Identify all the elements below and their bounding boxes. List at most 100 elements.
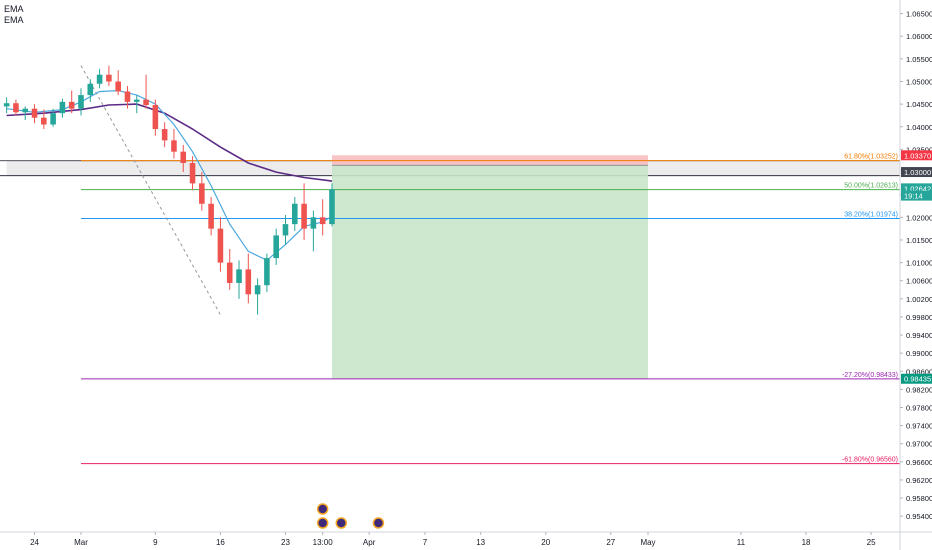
time-axis-label: 24 (30, 538, 39, 547)
price-axis-label: 0.97000 (906, 440, 932, 449)
ema-fast-line (6, 89, 333, 262)
candle-body (264, 258, 270, 286)
candle-body (226, 262, 233, 283)
candle-body (254, 285, 261, 295)
price-badge (901, 183, 932, 194)
time-axis-label: 23 (281, 538, 290, 547)
price-axis-label: 1.01500 (906, 236, 932, 245)
price-badge-label: 19:14 (904, 192, 923, 201)
price-axis-label: 1.03500 (906, 145, 932, 154)
candle-body (31, 108, 38, 118)
candle-body (171, 140, 177, 152)
candle-body (133, 99, 140, 102)
candle-body (13, 103, 19, 113)
time-axis-label: 13 (476, 538, 485, 547)
price-axis-label: 0.99000 (906, 349, 932, 358)
fib-level-label: 38.20%(1.01974) (844, 212, 898, 219)
candle-body (41, 117, 47, 125)
candle-body (152, 105, 159, 130)
price-axis-label: 1.01000 (906, 259, 932, 268)
candle-body (319, 217, 326, 225)
candle-body (3, 103, 10, 107)
event-marker-icon (372, 517, 385, 529)
candle-body (329, 189, 335, 225)
price-badge-label: 1.03000 (904, 168, 931, 177)
fib-level-label: 61.80%(1.03252) (844, 154, 898, 161)
candle-body (291, 203, 298, 225)
price-axis-label: 0.96200 (906, 476, 932, 485)
price-axis-label: 0.98200 (906, 385, 932, 394)
price-axis-label: 0.98600 (906, 367, 932, 376)
price-badge (901, 190, 932, 201)
time-axis-label: 25 (867, 538, 876, 547)
candle-body (96, 74, 103, 84)
candle-body (50, 113, 56, 125)
price-badge (901, 150, 932, 161)
candle-body (217, 228, 224, 263)
ema-slow-line (6, 103, 333, 182)
ema-legend-item[interactable]: EMA (4, 15, 24, 25)
candle-body (208, 203, 214, 229)
time-axis-label: 18 (802, 538, 811, 547)
position-target-zone (331, 165, 648, 379)
candle-body (115, 81, 121, 92)
time-axis-label: Apr (363, 538, 376, 547)
candle-body (236, 269, 242, 283)
candle-body (282, 224, 289, 236)
fib-level-label: -61.80%(0.96560) (842, 457, 898, 464)
price-axis-label: 1.06500 (906, 10, 932, 19)
price-badge-label: 0.98435 (904, 375, 931, 384)
price-axis-label: 1.02000 (906, 213, 932, 222)
candle-body (68, 101, 75, 109)
price-axis-label: 0.99800 (906, 313, 932, 322)
candle-body (59, 101, 66, 114)
candle-body (87, 83, 94, 96)
time-axis-label: Mar (74, 538, 88, 547)
price-axis-label: 0.96600 (906, 458, 932, 467)
price-axis-label: 0.99400 (906, 331, 932, 340)
candle-body (78, 95, 84, 109)
event-marker-icon (316, 503, 329, 515)
candle-body (106, 74, 112, 82)
price-axis-label: 1.00600 (906, 277, 932, 286)
price-badge-label: 1.02642 (904, 184, 931, 193)
price-axis-label: 1.05000 (906, 77, 932, 86)
price-axis-label: 1.00200 (906, 295, 932, 304)
candle-body (124, 91, 131, 102)
time-axis-label: 16 (216, 538, 225, 547)
indicator-legend: EMA EMA (4, 4, 24, 26)
price-axis-label: 0.97800 (906, 403, 932, 412)
time-axis-label: 9 (153, 538, 158, 547)
price-axis-label: 1.06000 (906, 32, 932, 41)
price-axis-label: 0.95800 (906, 494, 932, 503)
price-badge (901, 373, 932, 384)
price-badge (901, 167, 932, 178)
price-axis-label: 1.05500 (906, 55, 932, 64)
candle-body (180, 151, 187, 163)
fib-level-label: -27.20%(0.98433) (842, 372, 898, 379)
candle-body (310, 217, 317, 229)
price-axis-label: 0.97400 (906, 422, 932, 431)
candle-body (301, 203, 307, 229)
time-axis-label: 13:00 (313, 538, 334, 547)
time-axis-label: 20 (541, 538, 550, 547)
time-axis-label: May (640, 538, 655, 547)
price-axis-label: 1.04500 (906, 100, 932, 109)
candle-body (199, 183, 205, 204)
time-axis-label: 7 (423, 538, 428, 547)
time-axis-label: 27 (606, 538, 615, 547)
time-axis-label: 11 (737, 538, 746, 547)
candle-body (273, 235, 279, 259)
candle-body (189, 162, 196, 184)
candle-body (245, 269, 252, 295)
candle-body (161, 129, 168, 141)
fib-level-label: 50.00%(1.02613) (844, 183, 898, 190)
price-axis-label: 1.04000 (906, 123, 932, 132)
event-marker-icon (316, 517, 329, 529)
price-badge-label: 1.03370 (904, 151, 931, 160)
event-marker-icon (335, 517, 348, 529)
ema-legend-item[interactable]: EMA (4, 4, 24, 14)
candle-body (143, 99, 149, 106)
price-axis-label: 0.95400 (906, 512, 932, 521)
